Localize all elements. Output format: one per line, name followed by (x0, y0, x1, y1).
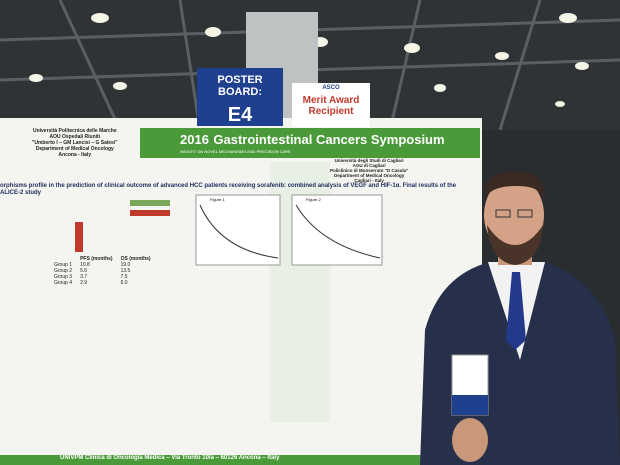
award-org: ASCO (322, 85, 340, 91)
institution-line: "Umberto I – GM Lancisi – G Salesi" (32, 140, 118, 146)
institution-line: AOU di Cagliari (352, 163, 386, 168)
symposium-year: 2016 (180, 132, 209, 147)
table-cell: 19.0 (120, 262, 131, 268)
symposium-header: 2016 Gastrointestinal Cancers Symposium … (180, 131, 445, 154)
header-cell: OS (months) (120, 256, 151, 262)
figure-label: Figure 2 (306, 197, 321, 202)
institution-line: Università Politecnica delle Marche (32, 128, 117, 134)
table-cell: 13.5 (120, 268, 131, 274)
institution-line: Policlinico di Monserrato "D Casula" (330, 168, 409, 173)
table-cell: 7.5 (120, 274, 128, 280)
institution-line: Cagliari - Italy (354, 178, 384, 183)
institution-line: Department of Medical Oncology (35, 146, 114, 152)
table-row: Group 1 10.8 19.0 (50, 262, 155, 268)
right-institution: Università degli Studi di Cagliari AOU di… (330, 158, 408, 183)
poster-title: orphisms profile in the prediction of cl… (0, 183, 457, 196)
institution-line: Ancona - Italy (58, 152, 92, 158)
award-text: Merit Award Recipient (302, 95, 360, 117)
table-cell: 10.8 (80, 262, 90, 268)
table-cell: 2.9 (80, 280, 88, 286)
table-cell: Group 2 (54, 268, 73, 274)
table-cell: Group 1 (54, 262, 73, 268)
table-cell: 3.7 (80, 274, 88, 280)
symposium-subtitle: INSIGHT ON NOVEL MECHANISMS AND PRECISIO… (180, 149, 291, 154)
board-label: POSTER BOARD: (217, 74, 263, 98)
left-institution: Università Politecnica delle Marche AOU O… (32, 128, 118, 158)
table-cell: Group 4 (54, 280, 73, 286)
institution-line: Department of Medical Oncology (334, 173, 405, 178)
table-body: Group 1 10.8 19.0 Group 2 5.6 13.5 Group 3 3.7 7… (50, 262, 155, 286)
poster-board-sign: POSTER BOARD: E4 (197, 68, 283, 126)
figure-label: Figure 1 (210, 197, 225, 202)
poster-footer: UNIVPM Clinica di Oncologia Medica – Via… (60, 455, 280, 461)
results-table: PFS (months) OS (months) Group 1 10.8 19.0 G… (50, 256, 155, 286)
award-sign: ASCO Merit Award Recipient (292, 83, 370, 127)
table-row: Group 3 3.7 7.5 (50, 274, 155, 280)
table-cell: Group 3 (54, 274, 73, 280)
table-cell: 6.0 (120, 280, 128, 286)
table-row: Group 2 5.6 13.5 (50, 268, 155, 274)
table-row: Group 4 2.9 6.0 (50, 280, 155, 286)
board-id: E4 (227, 104, 253, 126)
symposium-name: Gastrointestinal Cancers Symposium (213, 132, 445, 147)
institution-line: Università degli Studi di Cagliari (334, 158, 404, 163)
institution-line: AOU Ospedali Riuniti (49, 134, 101, 140)
table-cell: 5.6 (80, 268, 88, 274)
header-cell: PFS (months) (80, 256, 113, 262)
